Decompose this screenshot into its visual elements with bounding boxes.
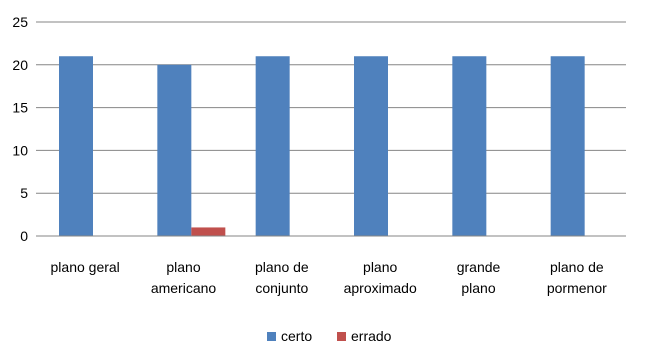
legend-swatch-certo xyxy=(267,332,276,341)
x-tick-label-line: plano geral xyxy=(51,259,120,275)
x-tick-label-line: americano xyxy=(151,280,217,296)
x-tick-label-line: aproximado xyxy=(344,280,417,296)
y-tick-label: 25 xyxy=(12,14,28,30)
x-tick-label: grande plano xyxy=(457,259,501,296)
x-tick-label-line: plano xyxy=(461,280,495,296)
x-tick-label-line: pormenor xyxy=(547,280,607,296)
y-axis-tick-labels: 0 5 10 15 20 25 xyxy=(12,14,28,244)
bar-certo-4 xyxy=(452,56,487,236)
x-tick-label-line: plano de xyxy=(255,259,309,275)
x-axis-tick-labels: plano geral plano americano plano de conjunt… xyxy=(51,259,608,296)
bar-errado-1 xyxy=(191,227,226,236)
y-tick-label: 10 xyxy=(12,142,28,158)
x-tick-label: plano de pormenor xyxy=(547,259,607,296)
y-tick-label: 0 xyxy=(20,228,28,244)
y-tick-label: 5 xyxy=(20,185,28,201)
x-tick-label-line: plano de xyxy=(550,259,604,275)
legend-label-errado: errado xyxy=(351,328,392,344)
legend: certo errado xyxy=(267,328,392,344)
x-tick-label: plano de conjunto xyxy=(255,259,309,296)
bar-certo-1 xyxy=(157,64,192,236)
bar-certo-5 xyxy=(550,56,585,236)
y-tick-label: 20 xyxy=(12,57,28,73)
bar-certo-0 xyxy=(59,56,93,236)
legend-swatch-errado xyxy=(337,332,346,341)
x-tick-label: plano aproximado xyxy=(344,259,417,296)
x-tick-label-line: conjunto xyxy=(255,280,308,296)
y-tick-label: 15 xyxy=(12,100,28,116)
bars xyxy=(59,56,585,236)
x-tick-label: plano americano xyxy=(151,259,217,296)
x-tick-label: plano geral xyxy=(51,259,120,275)
bar-certo-2 xyxy=(255,56,290,236)
x-tick-label-line: plano xyxy=(166,259,200,275)
gridlines xyxy=(36,21,626,194)
x-tick-label-line: grande xyxy=(457,259,501,275)
legend-label-certo: certo xyxy=(281,328,312,344)
x-tick-label-line: plano xyxy=(363,259,397,275)
bar-certo-3 xyxy=(354,56,388,236)
